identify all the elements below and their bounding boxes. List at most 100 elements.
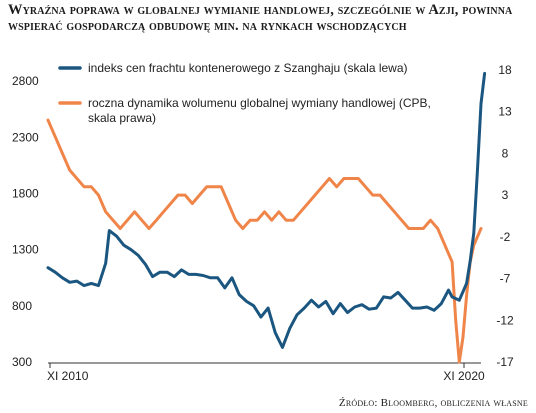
trade-point	[379, 194, 381, 196]
freight-point	[404, 299, 407, 302]
freight-point	[332, 312, 334, 315]
trade-point	[177, 194, 179, 196]
right-tick-label: -17	[496, 355, 514, 369]
freight-point	[368, 308, 370, 311]
legend: indeks cen frachtu kontenerowego z Szang…	[58, 61, 431, 125]
trade-point	[234, 219, 237, 221]
trade-point	[454, 319, 457, 322]
trade-point	[47, 119, 49, 121]
trade-point	[386, 202, 389, 205]
freight-point	[115, 235, 118, 237]
trade-point	[104, 211, 107, 213]
freight-point	[83, 284, 85, 287]
trade-point	[270, 219, 273, 221]
trade-point	[480, 227, 482, 230]
trade-point	[372, 194, 374, 196]
left-tick-label: 2300	[12, 130, 39, 144]
freight-point	[252, 305, 255, 307]
trade-point	[335, 186, 338, 188]
trade-point	[462, 336, 464, 338]
trade-point	[465, 294, 468, 297]
freight-point	[130, 248, 132, 251]
trade-point	[458, 361, 461, 363]
freight-point	[108, 229, 111, 232]
right-tick-label: 3	[502, 188, 509, 202]
right-tick-label: -2	[500, 230, 511, 244]
trade-point	[184, 194, 186, 196]
legend-label-trade: roczna dynamika wolumenu globalnej wymia…	[88, 96, 431, 125]
left-tick-label: 1800	[12, 187, 39, 201]
freight-point	[260, 316, 262, 318]
trade-point	[169, 202, 172, 205]
series-layer	[46, 71, 487, 364]
freight-point	[310, 299, 313, 302]
trade-point	[97, 194, 100, 196]
right-tick-label: -12	[496, 313, 514, 327]
left-tick-label: 1300	[12, 243, 39, 257]
freight-point	[216, 277, 219, 279]
trade-point	[119, 227, 121, 230]
freight-point	[480, 102, 482, 105]
trade-point	[54, 135, 56, 138]
trade-point	[220, 186, 222, 188]
trade-point	[444, 244, 446, 246]
trade-point	[155, 219, 158, 221]
legend-label-freight: indeks cen frachtu kontenerowego z Szang…	[88, 61, 408, 75]
trade-point	[350, 177, 352, 180]
freight-point	[353, 306, 356, 308]
freight-point	[473, 232, 475, 234]
trade-point	[206, 186, 208, 188]
trade-point	[227, 202, 230, 205]
trade-point	[83, 186, 85, 188]
x-tick-label: XI 2020	[443, 369, 485, 383]
freight-point	[180, 269, 183, 271]
freight-point	[151, 275, 154, 278]
freight-point	[267, 307, 269, 309]
trade-point	[343, 177, 345, 180]
trade-point	[415, 227, 417, 230]
trade-point	[76, 177, 78, 180]
trade-point	[307, 202, 309, 205]
freight-point	[238, 293, 240, 296]
freight-point	[303, 307, 306, 309]
freight-point	[90, 282, 93, 285]
trade-point	[198, 194, 201, 196]
freight-point	[339, 302, 342, 305]
freight-point	[274, 332, 277, 334]
trade-point	[422, 227, 425, 230]
freight-point	[325, 300, 327, 303]
freight-point	[123, 244, 125, 246]
trade-point	[90, 186, 93, 188]
freight-point	[346, 311, 349, 314]
freight-point	[68, 281, 71, 284]
trade-point	[213, 186, 215, 188]
left-tick-label: 800	[12, 299, 32, 313]
trade-point	[191, 202, 194, 205]
freight-point	[361, 303, 363, 306]
source-note: Źródło: Bloomberg, obliczenia własne	[338, 397, 528, 409]
trade-point	[314, 194, 316, 196]
freight-point	[411, 307, 414, 309]
freight-point	[104, 262, 107, 265]
freight-point	[76, 280, 78, 282]
freight-point	[61, 277, 64, 279]
right-tick-label: -7	[500, 272, 511, 286]
left-tick-label: 2800	[12, 74, 39, 88]
freight-point	[418, 307, 421, 309]
trade-point	[408, 227, 410, 230]
freight-point	[137, 254, 139, 257]
freight-point	[245, 300, 248, 303]
trade-point	[61, 152, 64, 155]
freight-point	[397, 291, 399, 294]
trade-point	[162, 211, 165, 213]
trade-point	[357, 177, 360, 180]
trade-point	[436, 227, 439, 230]
trade-point	[299, 211, 302, 213]
trade-point	[440, 236, 443, 238]
trade-point	[148, 227, 150, 230]
freight-point	[458, 299, 461, 302]
trade-point	[263, 211, 266, 213]
chart-title: Wyraźna poprawa w globalnej wymianie han…	[8, 2, 513, 34]
freight-point	[173, 275, 176, 278]
